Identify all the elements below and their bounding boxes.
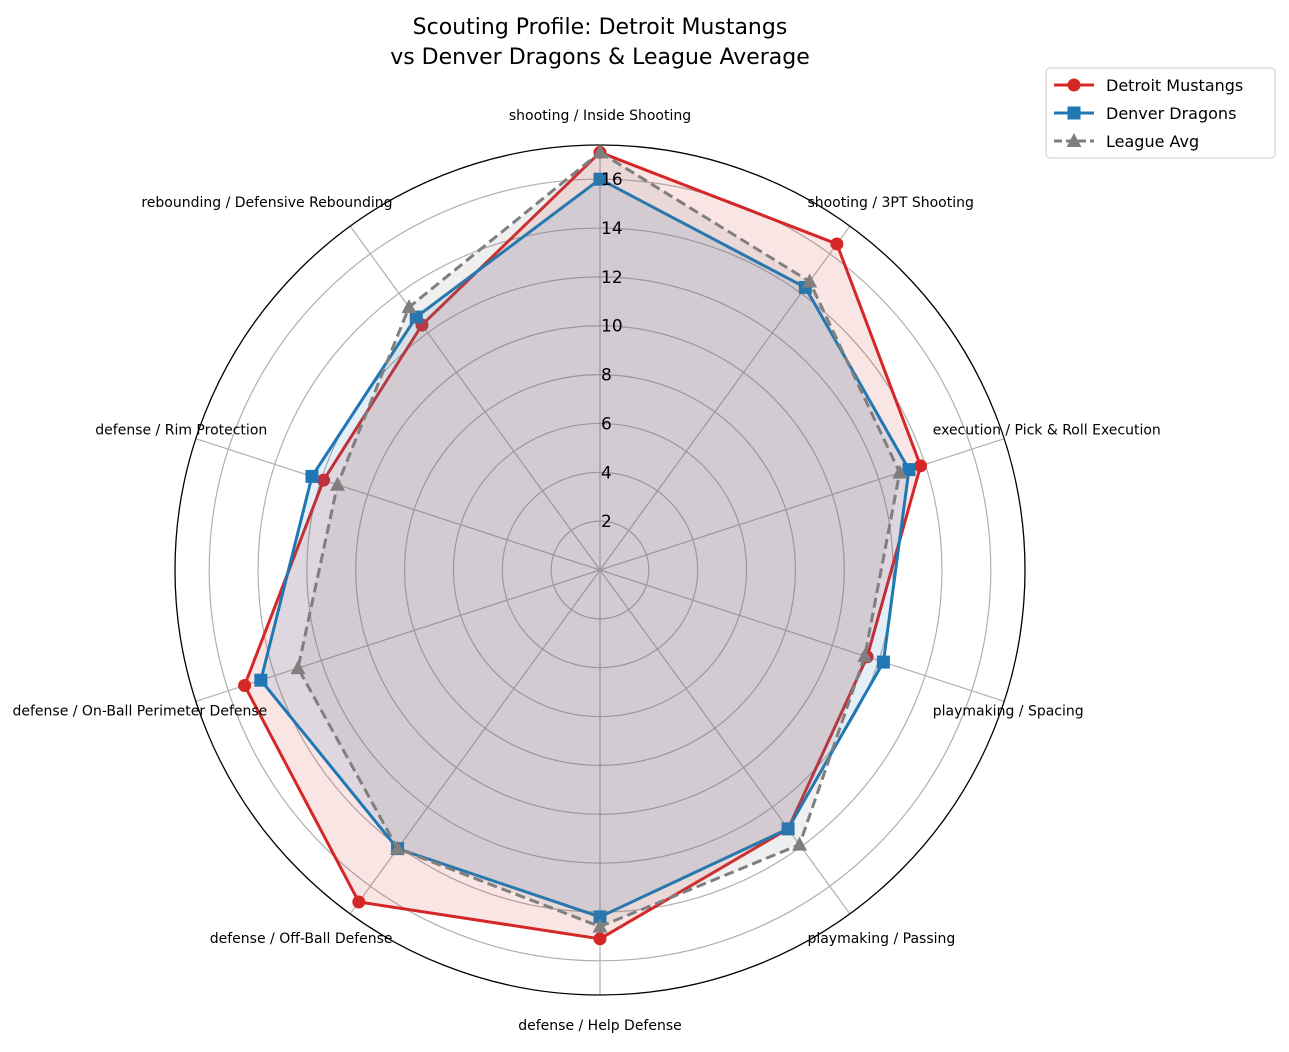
data-point bbox=[592, 144, 608, 159]
category-label: rebounding / Defensive Rebounding bbox=[141, 195, 392, 211]
r-tick-label: 2 bbox=[601, 512, 612, 532]
grid-spoke bbox=[599, 438, 1005, 571]
data-point bbox=[390, 840, 406, 855]
legend-label: Detroit Mustangs bbox=[1106, 76, 1243, 95]
data-point bbox=[317, 473, 331, 487]
category-label: playmaking / Spacing bbox=[933, 704, 1084, 720]
category-label: defense / Rim Protection bbox=[95, 422, 267, 438]
legend-label: League Avg bbox=[1106, 132, 1199, 151]
data-point bbox=[1066, 133, 1082, 147]
r-tick-label: 4 bbox=[601, 463, 612, 483]
category-label: defense / Off-Ball Defense bbox=[210, 931, 393, 947]
data-point bbox=[593, 172, 607, 186]
r-tick-label: 14 bbox=[601, 219, 623, 239]
category-label: execution / Pick & Roll Execution bbox=[933, 422, 1161, 438]
r-tick-label: 12 bbox=[601, 268, 623, 288]
grid-spoke bbox=[195, 438, 601, 571]
grid-spoke bbox=[349, 225, 601, 571]
chart-title-line2: vs Denver Dragons & League Average bbox=[390, 45, 810, 70]
series-fill bbox=[244, 152, 921, 939]
legend: Detroit Mustangs Denver Dragons League Avg bbox=[1045, 67, 1276, 159]
grid-spoke bbox=[349, 569, 601, 915]
data-point bbox=[1067, 78, 1081, 92]
data-point bbox=[592, 918, 608, 933]
r-tick-label: 8 bbox=[601, 366, 612, 386]
data-point bbox=[902, 463, 916, 477]
data-point bbox=[305, 469, 319, 483]
category-label: shooting / Inside Shooting bbox=[509, 108, 691, 124]
legend-box bbox=[1045, 67, 1276, 159]
data-point bbox=[792, 836, 808, 851]
data-point bbox=[238, 678, 252, 692]
category-label: shooting / 3PT Shooting bbox=[807, 195, 973, 211]
category-label: defense / Help Defense bbox=[518, 1018, 682, 1034]
series-fill bbox=[260, 179, 909, 917]
data-point bbox=[593, 932, 607, 946]
r-tick-label: 10 bbox=[601, 317, 623, 337]
data-point bbox=[290, 660, 306, 675]
data-point bbox=[892, 464, 908, 479]
data-point bbox=[876, 655, 890, 669]
data-point bbox=[593, 910, 607, 924]
data-point bbox=[254, 673, 268, 687]
grid-spoke bbox=[599, 569, 1005, 702]
category-label: playmaking / Passing bbox=[807, 931, 955, 947]
chart-title-line1: Scouting Profile: Detroit Mustangs bbox=[413, 15, 788, 40]
data-point bbox=[802, 273, 818, 288]
data-point bbox=[401, 299, 417, 314]
data-point bbox=[914, 459, 928, 473]
r-tick-label: 16 bbox=[601, 170, 623, 190]
data-point bbox=[1067, 106, 1081, 120]
series-fill bbox=[298, 152, 900, 927]
data-point bbox=[781, 822, 795, 836]
r-tick-label: 6 bbox=[601, 414, 612, 434]
grid-spoke bbox=[599, 569, 851, 915]
data-point bbox=[409, 310, 423, 324]
category-label: defense / On-Ball Perimeter Defense bbox=[12, 704, 267, 720]
data-point bbox=[330, 476, 346, 491]
data-point bbox=[857, 648, 873, 663]
legend-label: Denver Dragons bbox=[1106, 104, 1236, 123]
data-point bbox=[352, 895, 366, 909]
data-point bbox=[830, 237, 844, 251]
